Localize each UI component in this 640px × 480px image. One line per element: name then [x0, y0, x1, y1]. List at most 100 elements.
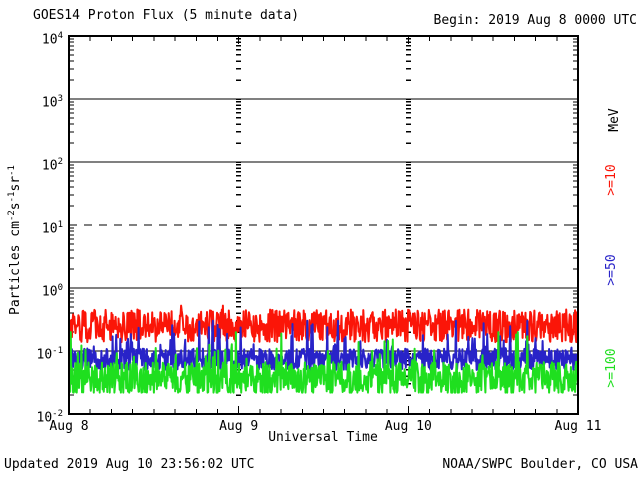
y-tick-label: 102 [41, 157, 63, 174]
day-gridline-dash [236, 249, 242, 251]
day-gridline-dash [405, 205, 411, 207]
day-gridline-dash [405, 49, 411, 51]
day-gridline-dash [236, 49, 242, 51]
day-gridline-dash [236, 175, 242, 177]
day-gridline-dash [405, 243, 411, 245]
day-gridline-dash [405, 301, 411, 303]
day-gridline-dash [236, 301, 242, 303]
day-gridline-dash [405, 293, 411, 295]
source-credit: NOAA/SWPC Boulder, CO USA [442, 457, 638, 472]
plot-frame [68, 35, 579, 415]
day-gridline-dash [405, 123, 411, 125]
y-tick-label: 104 [41, 31, 63, 48]
legend-entry-ge100: >=100 [604, 348, 619, 388]
day-gridline-dash [405, 60, 411, 62]
day-gridline-dash [236, 108, 242, 110]
day-gridline-dash [236, 243, 242, 245]
day-gridline-dash [405, 45, 411, 47]
day-gridline-dash [405, 101, 411, 103]
day-gridline-dash [236, 312, 242, 314]
day-gridline-dash [405, 230, 411, 232]
y-tick-label: 103 [41, 94, 63, 111]
day-gridline-dash [236, 186, 242, 188]
day-gridline-dash [236, 234, 242, 236]
day-gridline-dash [236, 68, 242, 70]
day-gridline-dash [405, 257, 411, 259]
day-gridline-dash [405, 234, 411, 236]
day-gridline-dash [405, 161, 411, 163]
day-gridline-dash [405, 249, 411, 251]
day-gridline-dash [236, 205, 242, 207]
day-gridline-dash [236, 161, 242, 163]
day-gridline-dash [236, 101, 242, 103]
day-gridline-dash [236, 297, 242, 299]
day-gridline-dash [405, 364, 411, 366]
day-gridline-dash [236, 123, 242, 125]
legend-entry-ge50: >=50 [604, 254, 619, 286]
updated-timestamp: Updated 2019 Aug 10 23:56:02 UTC [4, 457, 255, 472]
day-gridline-dash [405, 117, 411, 119]
begin-timestamp: Begin: 2019 Aug 8 0000 UTC [433, 13, 638, 28]
day-gridline-dash [236, 142, 242, 144]
day-gridline-dash [236, 131, 242, 133]
x-tick-label: Aug 9 [219, 419, 259, 434]
day-gridline-dash [405, 54, 411, 56]
series-ge10-mev [68, 304, 579, 344]
day-gridline-dash [236, 293, 242, 295]
day-gridline-dash [405, 297, 411, 299]
day-gridline-dash [405, 268, 411, 270]
legend-unit-label: MeV [607, 108, 622, 132]
day-gridline-dash [405, 306, 411, 308]
day-gridline-dash [236, 79, 242, 81]
x-tick-label: Aug 8 [49, 419, 89, 434]
day-gridline-dash [405, 108, 411, 110]
day-gridline-dash [405, 224, 411, 226]
day-gridline-dash [236, 306, 242, 308]
y-tick-label: 10-2 [36, 409, 64, 426]
day-gridline-dash [405, 104, 411, 106]
day-gridline-dash [236, 45, 242, 47]
day-gridline-dash [236, 117, 242, 119]
day-gridline-dash [236, 98, 242, 100]
day-gridline-dash [236, 290, 242, 292]
day-gridline-dash [405, 227, 411, 229]
x-axis-title: Universal Time [268, 430, 378, 445]
day-gridline-dash [236, 268, 242, 270]
x-tick-label: Aug 10 [384, 419, 432, 434]
day-gridline-dash [405, 164, 411, 166]
day-gridline-dash [236, 287, 242, 289]
day-gridline-dash [405, 142, 411, 144]
series-ge100-mev [68, 331, 579, 394]
day-gridline-dash [236, 180, 242, 182]
day-gridline-dash [405, 194, 411, 196]
day-gridline-dash [405, 186, 411, 188]
day-gridline-dash [405, 290, 411, 292]
day-gridline-dash [236, 171, 242, 173]
day-gridline-dash [405, 79, 411, 81]
day-gridline-dash [236, 227, 242, 229]
day-gridline-dash [236, 112, 242, 114]
day-gridline-dash [405, 394, 411, 396]
day-gridline-dash [236, 164, 242, 166]
day-gridline-dash [236, 104, 242, 106]
y-tick-label: 101 [41, 220, 63, 237]
day-gridline-dash [236, 194, 242, 196]
series-ge50-mev [68, 319, 579, 371]
day-gridline-dash [236, 350, 242, 352]
day-gridline-dash [236, 54, 242, 56]
day-gridline-dash [236, 60, 242, 62]
y-tick-label: 10-1 [36, 346, 64, 363]
page-title: GOES14 Proton Flux (5 minute data) [33, 8, 300, 23]
day-gridline-dash [405, 175, 411, 177]
day-gridline-dash [236, 224, 242, 226]
day-gridline-dash [405, 180, 411, 182]
day-gridline-dash [405, 171, 411, 173]
y-tick-label: 100 [41, 283, 63, 300]
day-gridline-dash [236, 257, 242, 259]
day-gridline-dash [405, 167, 411, 169]
day-gridline-dash [405, 68, 411, 70]
day-gridline-dash [405, 287, 411, 289]
day-gridline-dash [405, 131, 411, 133]
